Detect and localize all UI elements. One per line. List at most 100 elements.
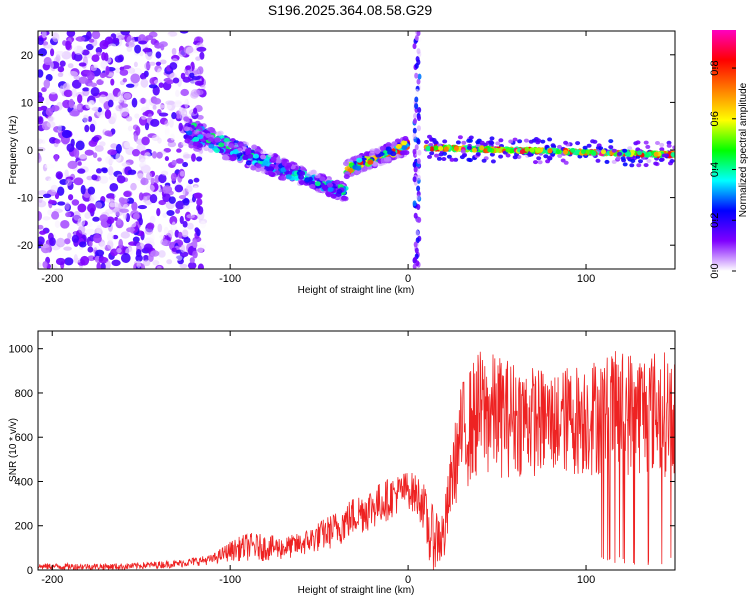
spectrogram-cell [57,124,62,133]
spectrogram-cell [195,156,203,162]
spectrogram-cell [299,170,306,176]
spectrogram-cell [38,116,44,125]
spectrogram-cell [73,53,83,62]
spectrogram-cell [185,65,192,71]
spectrogram-cell [189,72,195,79]
spectrogram-cell [82,114,89,123]
spectrogram-cell [166,259,173,265]
spectrogram-cell [325,192,332,198]
spectrogram-cell [590,139,596,144]
spectrogram-cell [267,170,274,176]
spectrogram-cell [78,76,88,84]
spectrogram-cell [51,210,60,220]
spectrogram-cell [138,40,148,45]
spectrogram-cell [185,185,193,193]
spectrogram-cell [97,157,102,162]
spectrogram-cell [54,139,61,144]
colorbar-tick-label: 0.0 [709,263,721,278]
spectrogram-cell [175,208,181,214]
spectrogram-cell [72,210,81,221]
spectrogram-cell [659,142,665,147]
spectrogram-cell [185,46,195,56]
spectrogram-cell [174,184,184,193]
spectrogram-cell [260,168,267,174]
spectrogram-cell [194,227,200,233]
spectrogram-cell [460,149,466,154]
spectrogram-cell [66,31,76,38]
spectrogram-cell [314,181,321,187]
spectrogram-cell [106,93,115,103]
spectrogram-cell [533,160,538,165]
spectrogram-cell [182,229,189,238]
spectrogram-cell [38,111,42,118]
spectrogram-cell [123,141,131,149]
spectrogram-cell [416,194,421,201]
x-tick-label: -100 [219,574,241,586]
spectrogram-cell [91,54,100,63]
spectrogram-cell [66,143,75,153]
spectrogram-cell [622,148,628,153]
spectrogram-cell [38,236,45,245]
spectrogram-cell [414,96,419,103]
spectrogram-cell [42,193,52,198]
spectrogram-cell [48,199,57,205]
spectrogram-cell [194,80,204,86]
spectrogram-cell [91,245,99,250]
spectrogram-cell [95,47,103,54]
spectrogram-cell [129,220,137,228]
spectrogram-cell [417,107,422,113]
spectrogram-cell [164,156,170,162]
spectrogram-cell [570,147,576,153]
colorbar-bar [712,30,736,271]
spectrogram-cell [136,260,141,269]
spectrogram-cell [429,146,435,152]
spectrogram-cell [65,40,72,50]
spectrogram-cell [156,104,166,109]
spectrogram-cell [622,162,628,167]
spectrogram-cell [196,46,207,52]
spectrogram-cell [99,175,109,184]
spectrogram-cell [164,132,171,139]
spectrogram-cell [643,163,649,168]
spectrogram-cell [179,215,184,225]
spectrogram-cell [412,200,417,207]
spectrogram-cell [77,217,86,227]
spectrogram-cell [59,60,66,67]
spectrogram-cell [251,144,258,150]
spectrogram-cell [84,149,94,156]
spectrogram-cell [81,249,88,256]
snr-xlabel: Height of straight line (km) [298,585,415,596]
spectrogram-cell [416,48,421,55]
spectrogram-cell [99,241,106,250]
spectrogram-cell [395,153,402,159]
spectrogram-cell [155,51,162,59]
spectrogram-cell [99,39,109,50]
spectrogram-cell [142,259,151,267]
spectrogram-cell [159,125,169,130]
spectrogram-cell [508,139,514,144]
spectrogram-cell [416,78,421,85]
spectrogram-cell [110,78,115,86]
spectrogram-cell [42,261,48,269]
spectrogram-cell [189,257,195,264]
y-tick-label: 1000 [9,344,33,356]
spectrogram-cell [158,112,169,117]
x-tick-label: 100 [577,574,595,586]
spectrogram-cell [171,47,177,56]
spectrogram-cell [114,55,123,63]
spectrogram-cell [96,224,102,235]
spectrogram-cell [416,158,421,165]
spectrogram-cell [563,149,568,155]
spectrogram-cell [550,143,556,148]
spectrogram-cell [133,61,138,68]
spectrogram-cell [481,158,487,163]
spectrogram-cell [84,212,92,219]
spectrogram-cell [330,193,337,199]
spectrogram-cell [637,150,642,156]
spectrogram-cell [134,44,142,54]
spectrogram-cell [157,137,162,144]
spectrogram-cell [105,65,110,76]
spectrogram-cell [106,232,114,242]
spectrogram-cell [61,129,72,139]
spectrogram-cell [321,184,328,190]
